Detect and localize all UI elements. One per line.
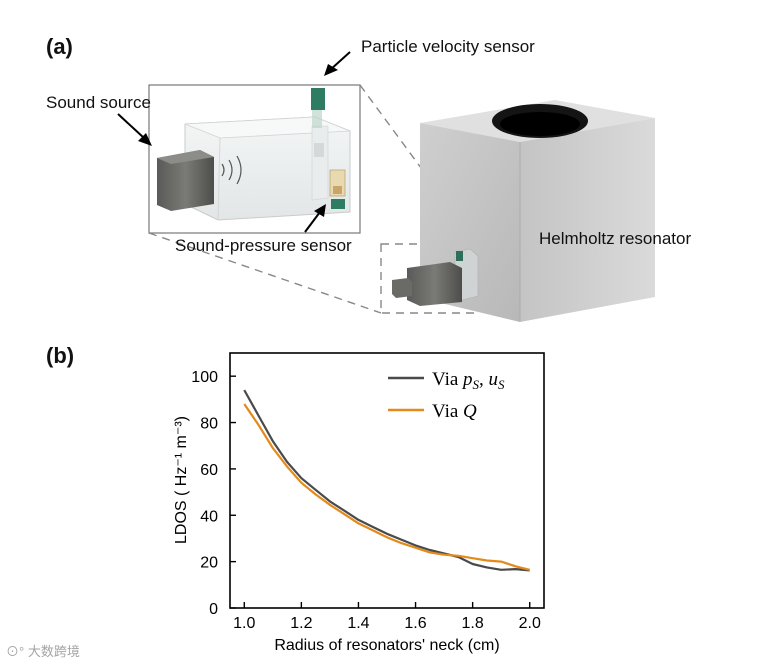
y-tick-label-1: 20 (200, 555, 218, 572)
y-tick-label-5: 100 (191, 369, 218, 386)
series-layer (243, 389, 530, 572)
x-axis-ticks: 1.0 1.2 1.4 1.6 1.8 2.0 (233, 602, 541, 632)
x-tick-label-0: 1.0 (233, 615, 255, 632)
x-tick-label-4: 1.8 (462, 615, 484, 632)
particle-velocity-sensor-shape (311, 88, 325, 110)
zoom-line-top (359, 84, 478, 245)
neck-device-small (392, 248, 479, 306)
callout-sound-pressure-sensor: Sound-pressure sensor (175, 236, 352, 255)
legend-label-0: Via pS, uS (432, 369, 505, 392)
y-tick-label-0: 0 (209, 601, 218, 618)
watermark: ⊙° 大数跨境 (6, 641, 80, 660)
series-line-0 (243, 389, 530, 572)
callout-sound-source: Sound source (46, 93, 151, 112)
plot-frame (229, 352, 545, 609)
y-tick-label-4: 80 (200, 416, 218, 433)
transparent-tube-zoomed (157, 88, 351, 221)
helmholtz-resonator-cube (420, 100, 655, 322)
x-tick-label-1: 1.2 (290, 615, 312, 632)
x-axis-label: Radius of resonators' neck (cm) (274, 637, 499, 654)
ldos-chart: 1.0 1.2 1.4 1.6 1.8 2.0 0 20 40 60 80 100 Radius o… (173, 352, 545, 654)
y-axis-label: LDOS ( Hz⁻¹ m⁻³) (173, 416, 190, 544)
x-tick-label-2: 1.4 (347, 615, 369, 632)
callout-particle-velocity-sensor: Particle velocity sensor (361, 37, 535, 56)
callout-helmholtz-resonator: Helmholtz resonator (539, 229, 692, 248)
x-tick-label-3: 1.6 (404, 615, 426, 632)
y-tick-label-2: 40 (200, 508, 218, 525)
watermark-logo-icon: ⊙° (6, 644, 25, 659)
y-tick-label-3: 60 (200, 462, 218, 479)
legend-label-1: Via Q (432, 401, 477, 422)
panel-b-label: (b) (46, 343, 75, 368)
speaker-box (157, 150, 214, 211)
series-line-1 (243, 403, 530, 571)
panel-a-label: (a) (46, 34, 73, 59)
x-tick-label-5: 2.0 (519, 615, 541, 632)
watermark-text: 大数跨境 (27, 644, 80, 659)
apparatus-illustration (117, 51, 655, 322)
y-axis-ticks: 0 20 40 60 80 100 (191, 369, 236, 618)
callout-arrows (117, 51, 351, 233)
legend: Via pS, uS Via Q (388, 369, 505, 422)
